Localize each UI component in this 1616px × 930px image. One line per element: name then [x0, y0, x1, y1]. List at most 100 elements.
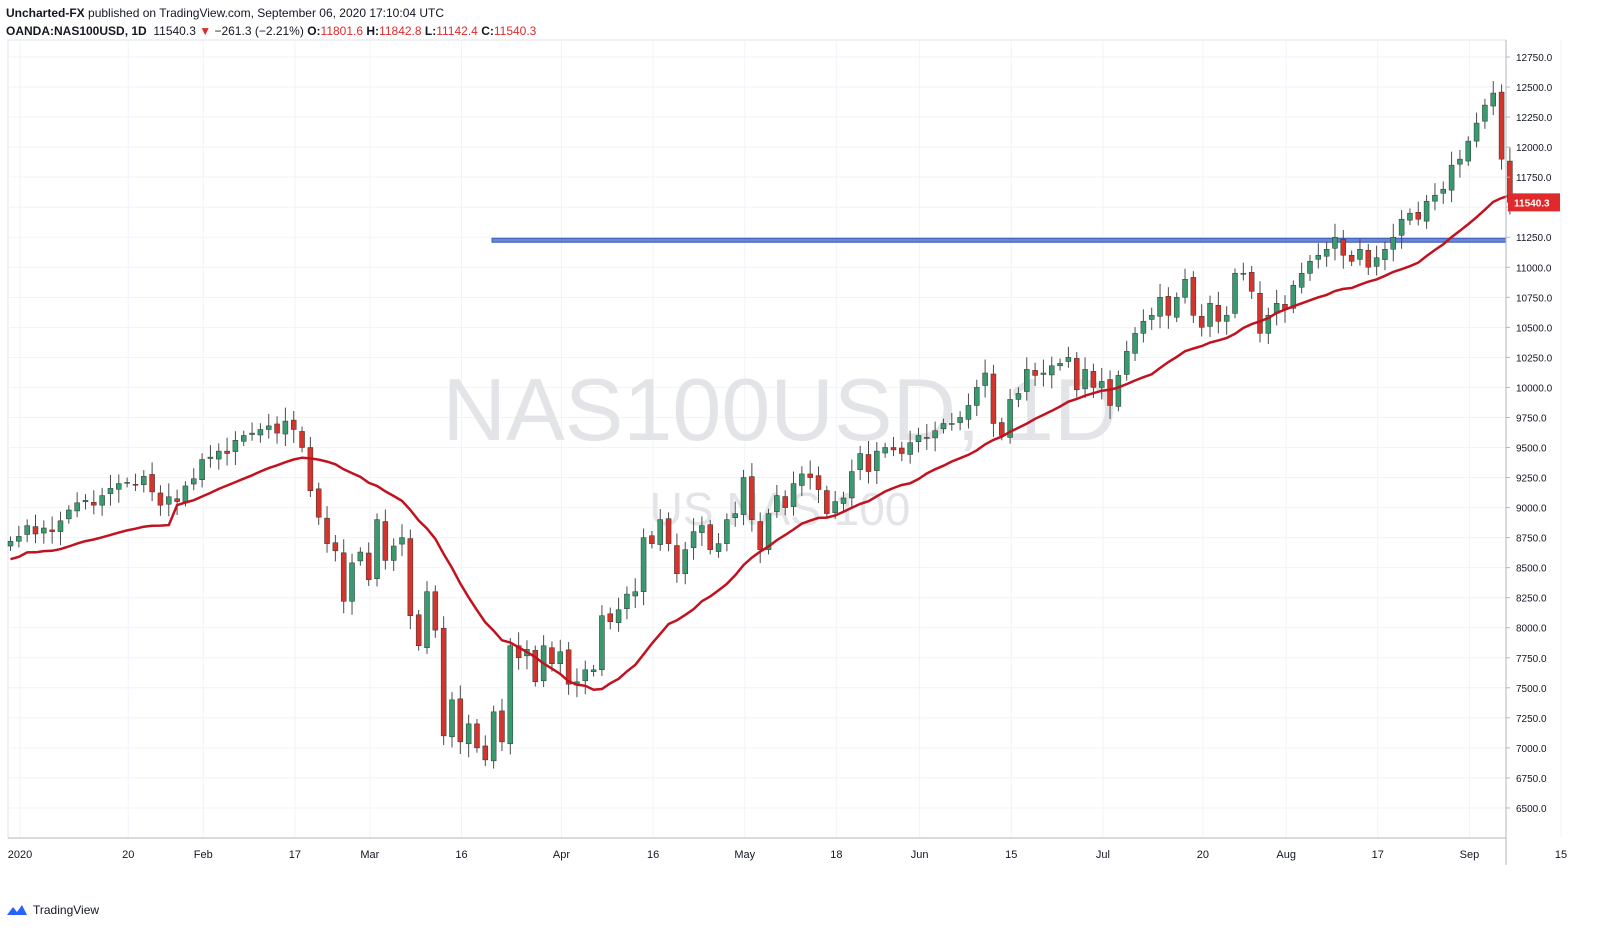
- candle-down: [990, 364, 997, 437]
- candle-up: [1473, 112, 1480, 148]
- time-axis[interactable]: 2020 20 Feb 17 Mar 16 Apr 16 May 18 Jun 15 Jul 20 Aug 1…: [8, 837, 1567, 861]
- candle-down: [149, 462, 155, 502]
- candle-body: [132, 484, 139, 486]
- last-price-label: 11540.3: [1514, 198, 1550, 209]
- candle-body: [349, 562, 355, 602]
- candle-up: [790, 471, 797, 516]
- candle-body: [141, 476, 147, 486]
- candle-down: [1415, 201, 1422, 226]
- candle-down: [365, 542, 372, 586]
- candle-up: [66, 505, 72, 524]
- candle-up: [932, 421, 938, 452]
- candle-body: [765, 513, 772, 550]
- candle-body: [1040, 372, 1047, 375]
- candle-body: [649, 535, 655, 544]
- candle-up: [199, 453, 205, 488]
- candle-body: [1307, 261, 1313, 274]
- time-tick-label: Aug: [1276, 849, 1296, 861]
- candle-down: [565, 642, 572, 695]
- candle-body: [632, 591, 638, 597]
- candle-up: [24, 519, 30, 543]
- candle-down: [549, 641, 555, 672]
- candle-up: [1015, 387, 1022, 408]
- candle-body: [340, 552, 347, 602]
- candle-body: [265, 425, 272, 430]
- candle-body: [257, 429, 264, 436]
- candle-up: [349, 553, 355, 615]
- candle-up: [1207, 295, 1213, 337]
- candle-body: [1165, 296, 1172, 316]
- candle-down: [815, 466, 822, 504]
- candle-down: [757, 512, 763, 564]
- candle-body: [882, 447, 888, 454]
- candle-up: [882, 442, 888, 458]
- price-tick-label: 8000.0: [1516, 624, 1547, 635]
- candle-up: [1140, 309, 1147, 343]
- candle-down: [415, 609, 422, 651]
- candle-up: [957, 411, 963, 431]
- candle-up: [1049, 356, 1055, 389]
- candle-body: [199, 459, 205, 480]
- candle-down: [274, 416, 280, 444]
- candle-up: [1440, 181, 1447, 204]
- price-tick-label: 6500.0: [1516, 804, 1547, 815]
- candle-body: [1407, 212, 1413, 221]
- candle-up: [1123, 340, 1130, 381]
- price-tick-label: 6750.0: [1516, 774, 1547, 785]
- candle-up: [1265, 307, 1272, 344]
- candle-body: [657, 519, 663, 545]
- publisher-name[interactable]: Uncharted-FX: [6, 6, 85, 20]
- candle-up: [1098, 367, 1105, 400]
- candle-up: [16, 525, 22, 548]
- candle-down: [32, 514, 39, 544]
- candle-body: [674, 545, 680, 574]
- candle-body: [174, 498, 180, 502]
- candle-body: [1248, 272, 1255, 292]
- open-label: O:: [307, 24, 321, 38]
- candle-body: [166, 496, 172, 505]
- horizontal-level[interactable]: [491, 237, 1507, 243]
- candle-up: [124, 477, 130, 488]
- candle-body: [474, 723, 480, 749]
- candle-body: [382, 521, 389, 561]
- candle-up: [682, 541, 688, 585]
- price-axis[interactable]: 6500.0 6750.0 7000.0 7250.0 7500.0 7750.0 8000…: [1505, 40, 1560, 865]
- candle-body: [690, 531, 697, 548]
- candle-up: [390, 538, 397, 572]
- candle-down: [482, 735, 489, 767]
- candle-up: [1373, 245, 1380, 276]
- candle-body: [249, 432, 255, 435]
- candle-body: [490, 711, 497, 762]
- candle-up: [465, 714, 472, 758]
- candle-body: [457, 698, 464, 743]
- candle-up: [41, 520, 47, 544]
- candle-body: [999, 422, 1005, 436]
- candle-up: [1157, 283, 1163, 329]
- tradingview-branding[interactable]: TradingView: [6, 903, 99, 917]
- candle-body: [1223, 315, 1230, 322]
- candle-down: [132, 473, 139, 492]
- candle-body: [499, 710, 505, 743]
- candle-body: [824, 490, 830, 514]
- candle-body: [915, 435, 922, 442]
- candle-up: [207, 445, 214, 468]
- price-tick-label: 7250.0: [1516, 714, 1547, 725]
- candle-down: [91, 490, 97, 515]
- candle-body: [774, 495, 780, 512]
- candle-up: [590, 664, 597, 677]
- candle-up: [1290, 280, 1297, 314]
- candle-body: [990, 373, 997, 424]
- candle-body: [899, 447, 905, 454]
- candle-body: [99, 495, 105, 506]
- candle-body: [1098, 381, 1105, 388]
- candle-down: [1248, 266, 1255, 300]
- price-tick-label: 12750.0: [1516, 53, 1553, 64]
- candle-body: [116, 483, 122, 490]
- candle-down: [1107, 370, 1113, 419]
- candle-down: [707, 519, 713, 555]
- candle-body: [940, 423, 947, 430]
- candle-up: [1432, 183, 1438, 211]
- candle-body: [357, 551, 364, 562]
- candle-up: [1040, 359, 1047, 387]
